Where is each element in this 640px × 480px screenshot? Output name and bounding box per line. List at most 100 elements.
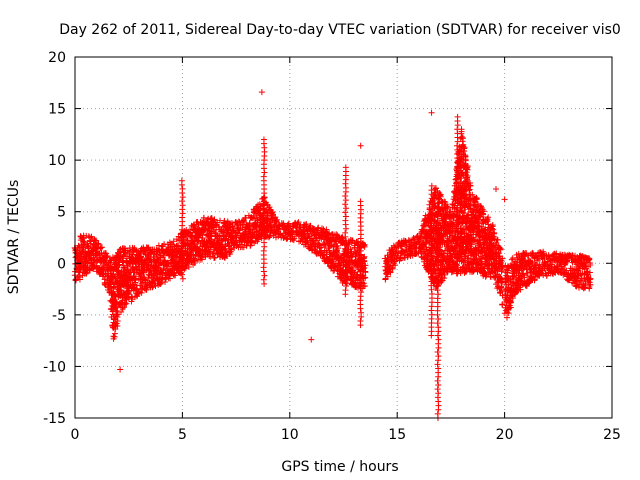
x-tick-label: 5 bbox=[178, 427, 187, 443]
data-point bbox=[141, 274, 148, 281]
spike-point bbox=[179, 275, 186, 282]
spike-point bbox=[428, 311, 435, 318]
spike-point bbox=[179, 259, 186, 266]
data-point bbox=[160, 266, 167, 273]
data-point bbox=[459, 209, 466, 216]
spike-point bbox=[343, 274, 350, 281]
data-marks bbox=[71, 89, 594, 421]
data-point bbox=[387, 268, 394, 275]
data-point bbox=[191, 258, 198, 265]
spike-point bbox=[260, 173, 267, 180]
data-point bbox=[464, 173, 471, 180]
data-point bbox=[111, 333, 118, 340]
y-tick-label: -5 bbox=[52, 308, 66, 324]
data-point bbox=[85, 233, 92, 240]
data-point bbox=[478, 264, 485, 271]
data-point bbox=[459, 169, 466, 176]
spike-point bbox=[434, 348, 441, 355]
spike-point bbox=[260, 247, 267, 254]
data-point bbox=[185, 263, 192, 270]
data-point bbox=[247, 242, 254, 249]
data-point bbox=[145, 275, 152, 282]
spike-point bbox=[454, 258, 461, 265]
data-point bbox=[491, 229, 498, 236]
data-point bbox=[155, 242, 162, 249]
data-point bbox=[587, 275, 594, 282]
data-point bbox=[498, 267, 505, 274]
y-axis-label: SDTVAR / TECUs bbox=[6, 180, 22, 295]
data-point bbox=[464, 178, 471, 185]
data-point bbox=[199, 231, 206, 238]
spike-point bbox=[428, 182, 435, 189]
y-tick-label: 0 bbox=[57, 256, 66, 272]
y-tick-label: 10 bbox=[48, 153, 66, 169]
spike-point bbox=[454, 126, 461, 133]
data-point bbox=[115, 262, 122, 269]
spike-point bbox=[179, 185, 186, 192]
spike-point bbox=[357, 318, 364, 325]
spike-point bbox=[453, 237, 460, 244]
data-point bbox=[355, 238, 362, 245]
data-point bbox=[98, 244, 105, 251]
spike-point bbox=[453, 225, 460, 232]
spike-point bbox=[454, 270, 461, 277]
data-point bbox=[499, 255, 506, 262]
spike-point bbox=[260, 136, 267, 143]
data-point bbox=[223, 253, 230, 260]
data-point bbox=[460, 135, 467, 142]
data-point bbox=[384, 273, 391, 280]
data-point bbox=[112, 326, 119, 333]
spike-point bbox=[261, 231, 268, 238]
data-point bbox=[81, 241, 88, 248]
y-tick-label: 15 bbox=[48, 102, 66, 118]
spike-point bbox=[358, 289, 365, 296]
spike-point bbox=[434, 249, 441, 256]
data-point bbox=[272, 218, 279, 225]
data-point bbox=[137, 254, 144, 261]
data-point bbox=[490, 233, 497, 240]
data-point bbox=[182, 265, 189, 272]
outlier-point bbox=[493, 186, 500, 193]
data-point bbox=[177, 270, 184, 277]
data-point bbox=[113, 307, 120, 314]
data-point bbox=[461, 210, 468, 217]
data-point bbox=[218, 250, 225, 257]
data-point bbox=[515, 288, 522, 295]
spike-point bbox=[179, 194, 186, 201]
data-point bbox=[468, 240, 475, 247]
spike-point bbox=[179, 198, 186, 205]
data-point bbox=[211, 254, 218, 261]
spike-point bbox=[434, 204, 441, 211]
data-point bbox=[114, 317, 121, 324]
data-point bbox=[103, 254, 110, 261]
spike-point bbox=[434, 410, 441, 417]
data-point bbox=[87, 240, 94, 247]
y-tick-label: 5 bbox=[57, 205, 66, 221]
data-point bbox=[157, 280, 164, 287]
x-axis-label: GPS time / hours bbox=[281, 459, 398, 475]
spike-point bbox=[342, 229, 349, 236]
data-point bbox=[478, 244, 485, 251]
data-point bbox=[138, 289, 145, 296]
spike-point bbox=[342, 193, 349, 200]
spike-point bbox=[434, 377, 441, 384]
spike-point bbox=[435, 390, 442, 397]
y-tick-label: 20 bbox=[48, 50, 66, 66]
data-point bbox=[468, 241, 475, 248]
data-point bbox=[464, 166, 471, 173]
data-point bbox=[132, 277, 139, 284]
spike-point bbox=[454, 229, 461, 236]
data-point bbox=[498, 284, 505, 291]
data-point bbox=[314, 227, 321, 234]
data-point bbox=[326, 229, 333, 236]
spike-point bbox=[428, 228, 435, 235]
data-point bbox=[543, 272, 550, 279]
spike-point bbox=[435, 336, 442, 343]
data-point bbox=[215, 241, 222, 248]
data-point bbox=[560, 266, 567, 273]
data-point bbox=[473, 196, 480, 203]
data-point bbox=[467, 180, 474, 187]
spike-point bbox=[428, 290, 435, 297]
data-point bbox=[130, 264, 137, 271]
data-point bbox=[497, 259, 504, 266]
